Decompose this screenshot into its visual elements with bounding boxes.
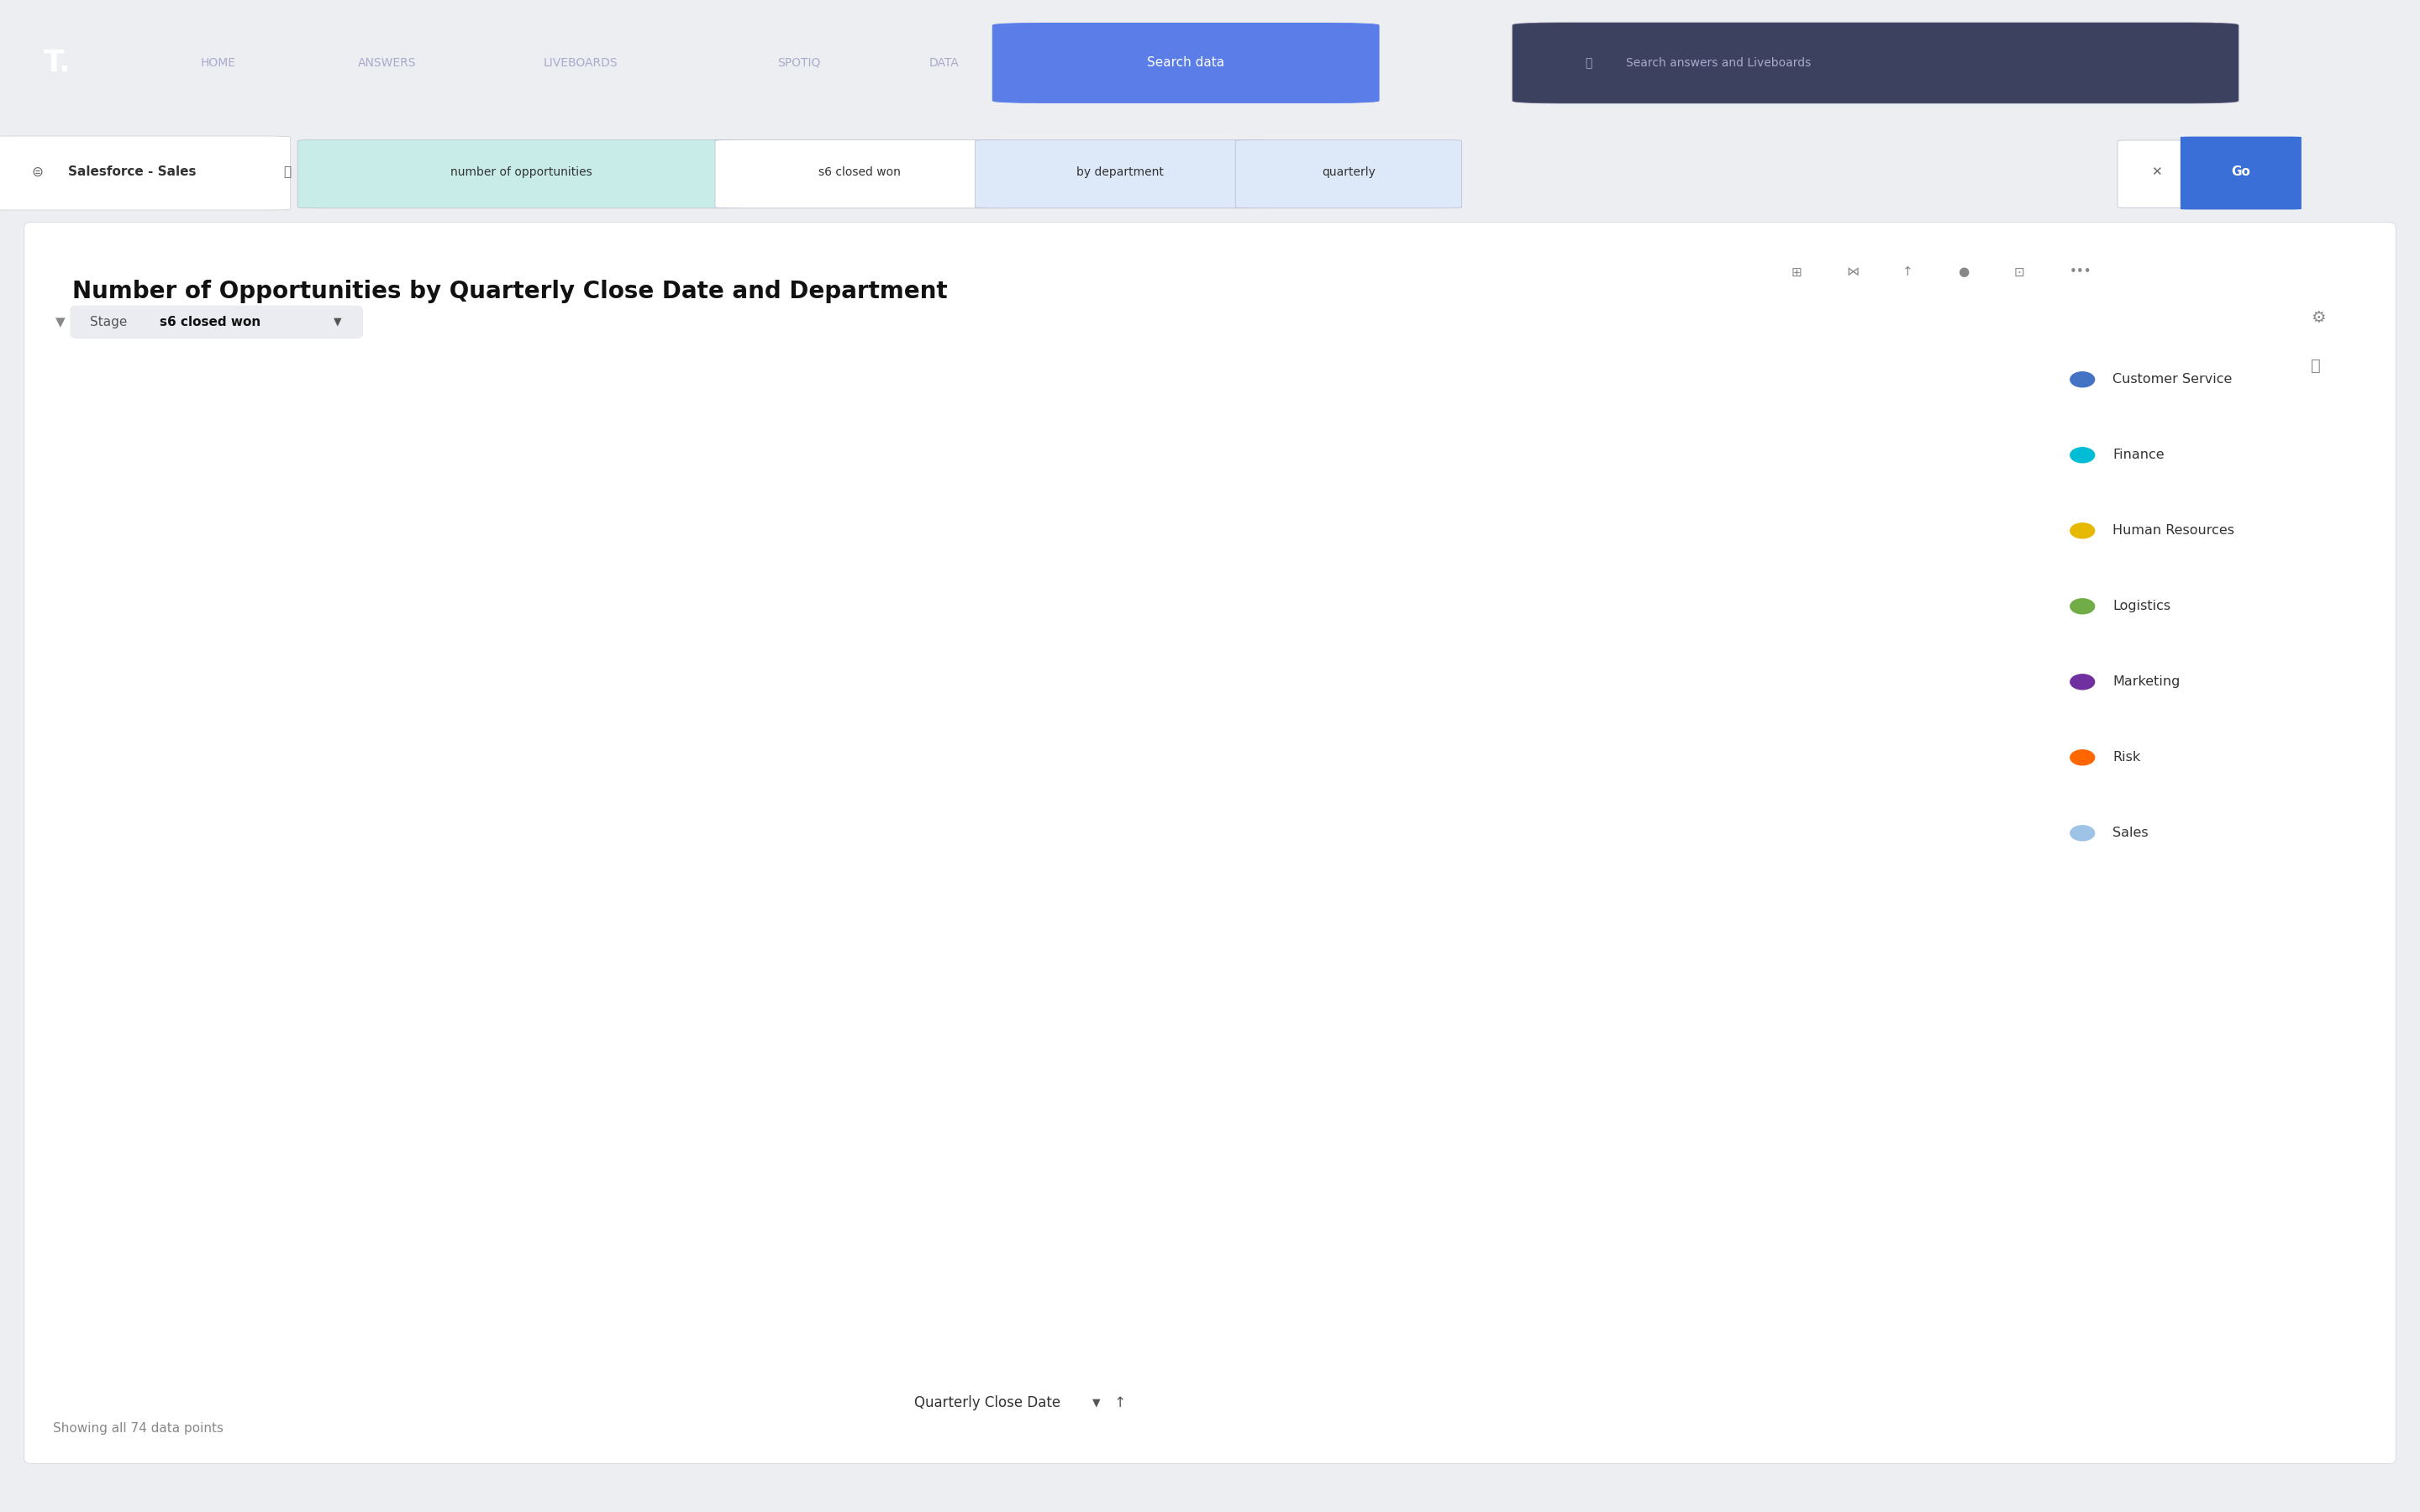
Text: Go: Go bbox=[2231, 166, 2251, 178]
Text: 🔍: 🔍 bbox=[283, 166, 290, 178]
FancyBboxPatch shape bbox=[2118, 141, 2195, 207]
Text: •••: ••• bbox=[2069, 266, 2091, 278]
Text: SPOTIQ: SPOTIQ bbox=[777, 57, 820, 70]
Text: ↑: ↑ bbox=[1111, 1396, 1125, 1411]
Text: Salesforce - Sales: Salesforce - Sales bbox=[68, 166, 196, 178]
Text: Risk: Risk bbox=[2113, 751, 2142, 764]
Text: LIVEBOARDS: LIVEBOARDS bbox=[544, 57, 617, 70]
Text: Search answers and Liveboards: Search answers and Liveboards bbox=[1626, 57, 1810, 70]
Text: ⓘ: ⓘ bbox=[2311, 358, 2321, 373]
Text: DATA: DATA bbox=[929, 57, 958, 70]
Text: ⊡: ⊡ bbox=[2013, 266, 2023, 278]
Text: quarterly: quarterly bbox=[1321, 166, 1375, 178]
FancyBboxPatch shape bbox=[0, 136, 290, 210]
Text: ▼: ▼ bbox=[1091, 1397, 1101, 1409]
Text: Quarterly Close Date: Quarterly Close Date bbox=[915, 1396, 1060, 1411]
Text: ⊜: ⊜ bbox=[31, 165, 44, 180]
Text: ▼: ▼ bbox=[334, 316, 341, 328]
Text: HOME: HOME bbox=[201, 57, 235, 70]
Y-axis label: Number of Opportunities: Number of Opportunities bbox=[104, 771, 119, 945]
Text: Search data: Search data bbox=[1147, 56, 1225, 70]
FancyBboxPatch shape bbox=[298, 139, 745, 209]
FancyBboxPatch shape bbox=[716, 139, 1004, 209]
Text: 🔍: 🔍 bbox=[1585, 57, 1592, 70]
Text: by department: by department bbox=[1077, 166, 1164, 178]
Text: ⚙: ⚙ bbox=[2311, 310, 2326, 325]
Text: T.: T. bbox=[44, 48, 70, 77]
FancyBboxPatch shape bbox=[975, 139, 1263, 209]
FancyBboxPatch shape bbox=[2180, 136, 2301, 210]
Text: Logistics: Logistics bbox=[2113, 600, 2171, 612]
FancyBboxPatch shape bbox=[992, 23, 1379, 103]
Text: s6 closed won: s6 closed won bbox=[818, 166, 900, 178]
Text: ⊞: ⊞ bbox=[1791, 266, 1800, 278]
Text: ▼: ▼ bbox=[56, 316, 65, 328]
FancyBboxPatch shape bbox=[1512, 23, 2238, 103]
Text: Marketing: Marketing bbox=[2113, 676, 2180, 688]
Text: Sales: Sales bbox=[2113, 827, 2149, 839]
Text: ●: ● bbox=[1958, 266, 1970, 278]
Text: ↑: ↑ bbox=[1902, 266, 1912, 278]
Text: Finance: Finance bbox=[2113, 449, 2163, 461]
Text: ⋈: ⋈ bbox=[1846, 266, 1859, 278]
Text: Stage: Stage bbox=[90, 316, 131, 328]
FancyBboxPatch shape bbox=[1234, 139, 1462, 209]
Text: Human Resources: Human Resources bbox=[2113, 525, 2234, 537]
Text: ANSWERS: ANSWERS bbox=[358, 57, 416, 70]
Text: Showing all 74 data points: Showing all 74 data points bbox=[53, 1423, 223, 1435]
Text: Number of Opportunities by Quarterly Close Date and Department: Number of Opportunities by Quarterly Clo… bbox=[73, 280, 949, 304]
Text: s6 closed won: s6 closed won bbox=[160, 316, 261, 328]
Text: ✕: ✕ bbox=[2151, 166, 2161, 178]
Text: number of opportunities: number of opportunities bbox=[450, 166, 593, 178]
Text: Customer Service: Customer Service bbox=[2113, 373, 2231, 386]
